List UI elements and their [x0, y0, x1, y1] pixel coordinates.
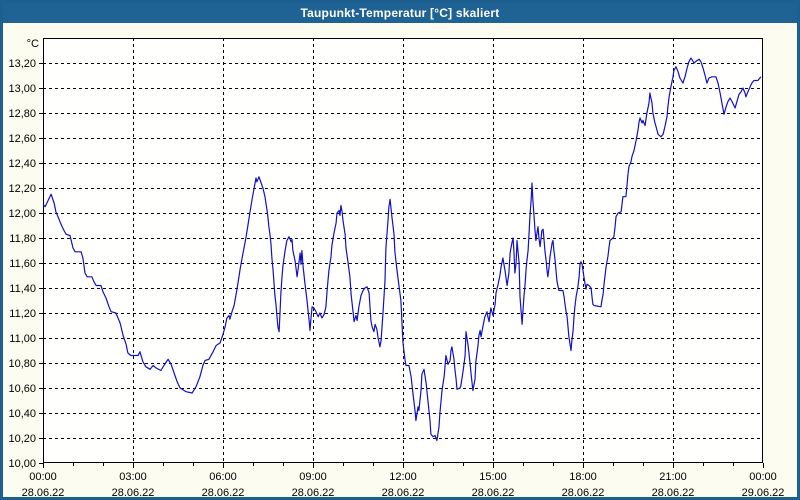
x-tick-time: 06:00	[209, 471, 237, 483]
y-tick-label: 11,40	[9, 283, 36, 295]
chart-area: °C 13,20 13,00 12,80 12,60 12,40 12,20 12,00 11,…	[3, 23, 797, 497]
x-tick-date: 29.06.22	[742, 487, 785, 497]
y-tick-label: 11,80	[9, 233, 36, 245]
y-unit-label: °C	[27, 38, 39, 50]
title-bar: Taupunkt-Temperatur [°C] skaliert	[3, 3, 797, 23]
y-tick-label: 13,20	[8, 58, 36, 70]
x-tick-time: 18:00	[569, 471, 597, 483]
y-tick-label: 11,60	[9, 258, 36, 270]
y-tick-label: 12,60	[8, 133, 36, 145]
y-tick-label: 10,00	[8, 458, 36, 470]
y-axis-labels: °C 13,20 13,00 12,80 12,60 12,40 12,20 12,00 11,…	[8, 38, 39, 470]
series-line	[42, 57, 762, 442]
x-axis-labels: 00:00 28.06.22 03:00 28.06.22 06:00 28.06.22 0…	[22, 471, 785, 497]
chart-plot: °C 13,20 13,00 12,80 12,60 12,40 12,20 12,00 11,…	[8, 38, 785, 497]
y-tick-label: 11,20	[9, 308, 36, 320]
x-tick-time: 09:00	[299, 471, 327, 483]
x-tick-time: 03:00	[119, 471, 147, 483]
x-tick-date: 28.06.22	[382, 487, 425, 497]
x-tick-date: 28.06.22	[202, 487, 245, 497]
y-tick-label: 10,60	[8, 383, 36, 395]
y-tick-label: 12,80	[8, 108, 36, 120]
y-tick-label: 12,20	[8, 183, 36, 195]
x-tick-date: 28.06.22	[112, 487, 155, 497]
x-tick-time: 00:00	[749, 471, 777, 483]
axis-ticks	[39, 63, 764, 468]
y-tick-label: 10,80	[8, 358, 36, 370]
x-tick-date: 28.06.22	[652, 487, 695, 497]
x-tick-time: 15:00	[479, 471, 507, 483]
x-tick-time: 12:00	[389, 471, 417, 483]
plot-frame	[43, 38, 763, 463]
gridlines	[43, 38, 763, 463]
y-tick-label: 13,00	[8, 83, 36, 95]
y-tick-label: 10,20	[8, 433, 36, 445]
chart-title: Taupunkt-Temperatur [°C] skaliert	[300, 6, 500, 20]
x-tick-time: 00:00	[29, 471, 57, 483]
y-tick-label: 12,40	[8, 158, 36, 170]
x-tick-date: 28.06.22	[562, 487, 605, 497]
y-tick-label: 11,00	[9, 333, 36, 345]
y-tick-label: 10,40	[8, 408, 36, 420]
x-tick-time: 21:00	[659, 471, 687, 483]
y-tick-label: 12,00	[8, 208, 36, 220]
x-tick-date: 28.06.22	[472, 487, 515, 497]
x-tick-date: 28.06.22	[292, 487, 335, 497]
x-tick-date: 28.06.22	[22, 487, 65, 497]
